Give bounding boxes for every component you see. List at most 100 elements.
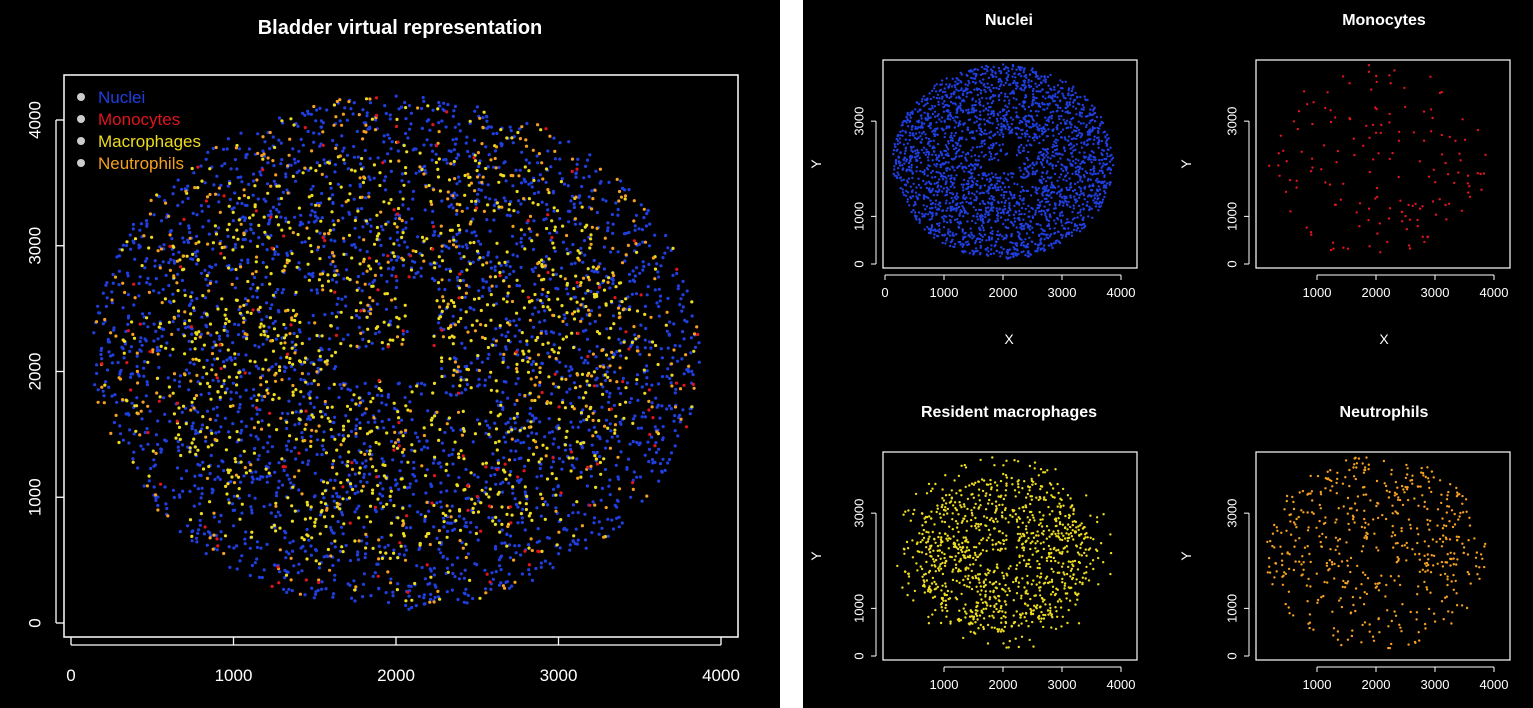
nuclei-point <box>677 416 681 420</box>
nuclei-point <box>255 545 260 550</box>
nuclei-point <box>284 220 288 224</box>
nuclei-point <box>518 127 522 131</box>
monocyte-point <box>434 144 439 148</box>
macrophage-point <box>437 157 441 161</box>
nuclei-point <box>329 528 333 532</box>
macrophage-point <box>238 517 242 521</box>
nuclei-point <box>568 387 572 391</box>
nuclei-point <box>355 417 359 421</box>
neutrophil-point <box>332 254 336 258</box>
macrophage-point <box>236 475 241 479</box>
nuclei-point <box>92 331 96 335</box>
nuclei-point <box>240 201 244 206</box>
nuclei-point <box>423 208 427 212</box>
nuclei-point <box>1018 122 1021 125</box>
neutrophil-point <box>460 209 464 213</box>
nuclei-point <box>414 431 418 435</box>
nuclei-point <box>488 229 492 233</box>
nuclei-point <box>973 199 976 202</box>
nuclei-point <box>193 251 197 255</box>
nuclei-point <box>573 261 577 265</box>
nuclei-point <box>508 417 512 421</box>
macrophage-point <box>382 474 386 478</box>
macrophage-point <box>290 411 295 415</box>
neutrophil-point <box>502 586 507 590</box>
nuclei-point <box>118 370 122 374</box>
neutrophil-point <box>527 425 531 429</box>
neutrophil-point <box>357 113 361 117</box>
nuclei-point <box>145 380 149 384</box>
nuclei-point <box>506 365 510 369</box>
nuclei-point <box>489 125 493 129</box>
nuclei-point <box>480 360 484 364</box>
nuclei-point <box>200 486 204 490</box>
nuclei-point <box>531 360 535 364</box>
macrophage-point <box>494 515 498 520</box>
neutrophil-point <box>692 332 697 336</box>
neutrophil-point <box>305 226 309 230</box>
nuclei-point <box>172 185 176 189</box>
nuclei-point <box>666 296 670 300</box>
nuclei-point <box>338 455 342 459</box>
macrophage-point <box>458 228 462 232</box>
nuclei-point <box>648 222 652 226</box>
neutrophil-point <box>249 463 253 467</box>
macrophage-point <box>550 219 554 223</box>
macrophage-point <box>346 434 350 438</box>
nuclei-point <box>635 345 640 349</box>
nuclei-point <box>551 442 555 446</box>
monocyte-point <box>430 501 434 505</box>
nuclei-point <box>444 267 448 271</box>
nuclei-point <box>118 432 123 436</box>
monocyte-point <box>243 371 247 375</box>
nuclei-point <box>579 470 583 474</box>
macrophage-point <box>406 460 410 464</box>
nuclei-point <box>564 287 569 291</box>
nuclei-point <box>396 382 400 386</box>
macrophage-point <box>502 297 506 301</box>
nuclei-point <box>361 108 365 112</box>
nuclei-point <box>533 416 537 420</box>
nuclei-point <box>294 457 298 461</box>
nuclei-point <box>992 100 995 103</box>
macrophage-point <box>604 353 609 357</box>
monocyte-point <box>472 156 476 160</box>
nuclei-point <box>277 138 281 142</box>
nuclei-point <box>493 265 497 269</box>
nuclei-point <box>361 399 365 403</box>
nuclei-point <box>442 516 446 520</box>
macrophage-point <box>187 319 192 323</box>
nuclei-point <box>176 445 180 449</box>
nuclei-point <box>178 530 182 534</box>
nuclei-point <box>953 147 956 151</box>
nuclei-point <box>287 587 291 591</box>
nuclei-point <box>354 427 358 431</box>
nuclei-point <box>323 161 327 165</box>
neutrophil-point <box>303 439 307 443</box>
nuclei-point <box>664 233 668 238</box>
macrophage-point <box>561 337 565 341</box>
macrophage-point <box>275 428 279 432</box>
macrophage-point <box>310 193 314 198</box>
nuclei-point <box>256 437 260 441</box>
macrophage-point <box>459 378 463 382</box>
nuclei-point <box>513 402 517 406</box>
nuclei-point <box>494 547 498 551</box>
macrophage-point <box>478 596 482 600</box>
nuclei-point <box>384 591 388 595</box>
nuclei-point <box>597 305 601 309</box>
neutrophil-point <box>481 125 485 129</box>
macrophage-point <box>444 469 448 473</box>
neutrophil-point <box>291 231 295 235</box>
neutrophil-point <box>608 364 612 368</box>
nuclei-point <box>484 195 488 199</box>
nuclei-point <box>404 226 408 230</box>
macrophage-point <box>401 197 405 201</box>
nuclei-point <box>455 232 459 236</box>
nuclei-point <box>504 179 508 183</box>
nuclei-point <box>296 124 300 128</box>
nuclei-point <box>277 202 281 206</box>
macrophage-point <box>226 348 230 352</box>
monocyte-point <box>175 419 179 423</box>
neutrophil-point <box>548 134 552 138</box>
